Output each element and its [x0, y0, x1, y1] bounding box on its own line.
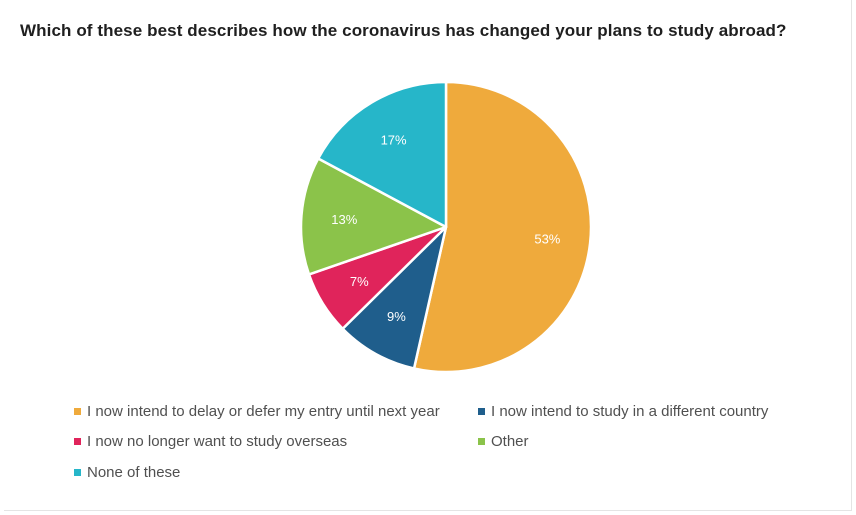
legend-item-no-longer: I now no longer want to study overseas — [74, 433, 347, 450]
legend-swatch-none — [74, 469, 81, 476]
legend-swatch-no-longer — [74, 438, 81, 445]
legend-label-no-longer: I now no longer want to study overseas — [87, 433, 348, 450]
legend-label-other: Other — [491, 433, 529, 450]
chart-title: Which of these best describes how the co… — [20, 21, 787, 40]
slice-label-no-longer: 7% — [350, 274, 369, 289]
pie-slice-delay — [412, 80, 593, 374]
legend-swatch-delay — [74, 408, 81, 415]
slice-label-different-country: 9% — [387, 309, 406, 324]
legend-item-none: None of these — [74, 464, 180, 481]
legend-swatch-other — [478, 438, 485, 445]
legend-label-delay: I now intend to delay or defer my entry … — [87, 403, 440, 420]
slice-label-delay: 53% — [534, 231, 560, 246]
legend-label-none: None of these — [87, 464, 181, 481]
legend-item-different-country: I now intend to study in a different cou… — [478, 403, 768, 420]
pie-slice-other — [299, 157, 448, 276]
pie-slice-none — [316, 80, 448, 229]
legend-item-other: Other — [478, 433, 529, 450]
chart-frame — [4, 0, 852, 511]
legend-label-different-country: I now intend to study in a different cou… — [491, 403, 769, 420]
legend-item-delay: I now intend to delay or defer my entry … — [74, 403, 440, 420]
pie-slice-different-country — [341, 225, 448, 370]
slice-label-other: 13% — [331, 212, 357, 227]
legend-swatch-different-country — [478, 408, 485, 415]
slice-label-none: 17% — [381, 132, 407, 147]
